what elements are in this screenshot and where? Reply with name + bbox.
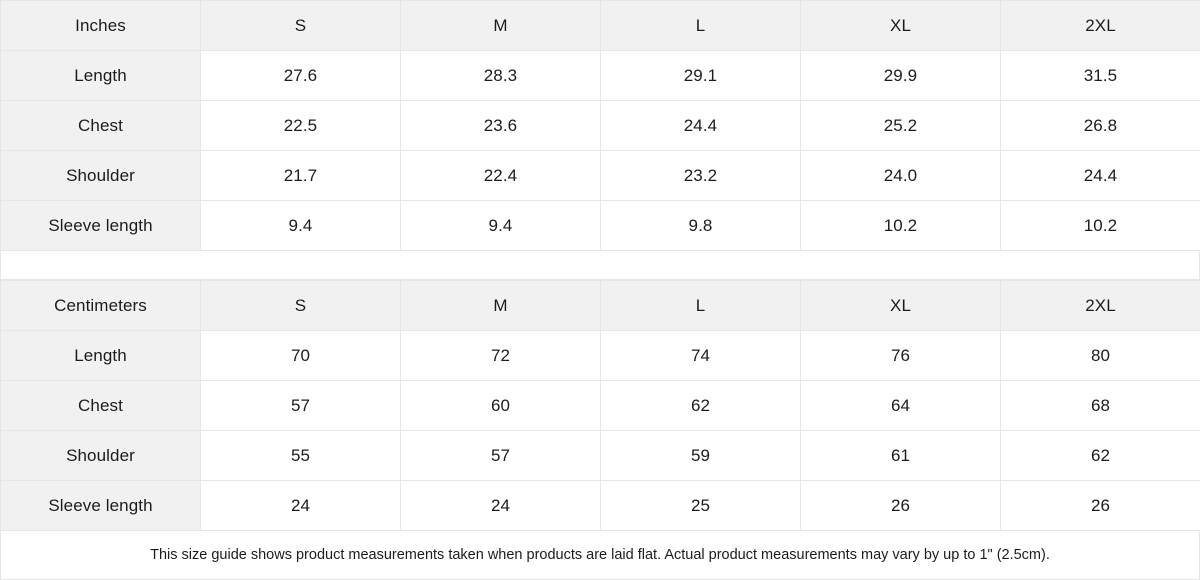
- centimeters-table-body: Length 70 72 74 76 80 Chest 57 60 62 64 …: [0, 330, 1200, 532]
- cell-shoulder-l: 59: [600, 430, 801, 482]
- cell-sleeve-m: 24: [400, 480, 601, 532]
- row-label-shoulder: Shoulder: [0, 150, 201, 201]
- cell-chest-m: 23.6: [400, 100, 601, 151]
- cell-sleeve-2xl: 10.2: [1000, 200, 1200, 251]
- cell-chest-m: 60: [400, 380, 601, 432]
- unit-label-centimeters: Centimeters: [0, 280, 201, 332]
- cell-length-m: 28.3: [400, 50, 601, 101]
- inches-table-body: Length 27.6 28.3 29.1 29.9 31.5 Chest 22…: [0, 50, 1200, 251]
- centimeters-table-head: Centimeters S M L XL 2XL: [0, 280, 1200, 332]
- cell-chest-s: 22.5: [200, 100, 401, 151]
- cell-shoulder-s: 55: [200, 430, 401, 482]
- cell-shoulder-s: 21.7: [200, 150, 401, 201]
- cell-length-xl: 76: [800, 330, 1001, 382]
- cell-length-2xl: 31.5: [1000, 50, 1200, 101]
- table-row: Length 70 72 74 76 80: [0, 330, 1200, 382]
- table-row: Sleeve length 9.4 9.4 9.8 10.2 10.2: [0, 200, 1200, 251]
- table-row: Sleeve length 24 24 25 26 26: [0, 480, 1200, 532]
- size-table-inches: Inches S M L XL 2XL Length 27.6 28.3 29.…: [0, 0, 1200, 251]
- inches-table-head: Inches S M L XL 2XL: [0, 0, 1200, 51]
- cell-shoulder-2xl: 62: [1000, 430, 1200, 482]
- cell-shoulder-xl: 24.0: [800, 150, 1001, 201]
- row-label-length: Length: [0, 50, 201, 101]
- cell-sleeve-m: 9.4: [400, 200, 601, 251]
- cell-sleeve-s: 24: [200, 480, 401, 532]
- size-header-2xl: 2XL: [1000, 0, 1200, 51]
- cell-shoulder-m: 57: [400, 430, 601, 482]
- table-header-row: Centimeters S M L XL 2XL: [0, 280, 1200, 332]
- cell-chest-2xl: 68: [1000, 380, 1200, 432]
- row-label-chest: Chest: [0, 100, 201, 151]
- size-guide-footnote: This size guide shows product measuremen…: [0, 531, 1200, 580]
- table-row: Shoulder 55 57 59 61 62: [0, 430, 1200, 482]
- row-label-shoulder: Shoulder: [0, 430, 201, 482]
- table-row: Shoulder 21.7 22.4 23.2 24.0 24.4: [0, 150, 1200, 201]
- cell-shoulder-l: 23.2: [600, 150, 801, 201]
- size-header-xl: XL: [800, 0, 1001, 51]
- cell-length-l: 74: [600, 330, 801, 382]
- cell-chest-xl: 64: [800, 380, 1001, 432]
- row-label-length: Length: [0, 330, 201, 382]
- size-header-s: S: [200, 0, 401, 51]
- cell-length-2xl: 80: [1000, 330, 1200, 382]
- size-header-m: M: [400, 0, 601, 51]
- row-label-sleeve-length: Sleeve length: [0, 200, 201, 251]
- table-header-row: Inches S M L XL 2XL: [0, 0, 1200, 51]
- row-label-sleeve-length: Sleeve length: [0, 480, 201, 532]
- table-row: Chest 57 60 62 64 68: [0, 380, 1200, 432]
- cell-sleeve-xl: 10.2: [800, 200, 1001, 251]
- row-label-chest: Chest: [0, 380, 201, 432]
- cell-sleeve-2xl: 26: [1000, 480, 1200, 532]
- size-header-l: L: [600, 280, 801, 332]
- unit-label-inches: Inches: [0, 0, 201, 51]
- cell-chest-s: 57: [200, 380, 401, 432]
- cell-length-s: 70: [200, 330, 401, 382]
- cell-length-l: 29.1: [600, 50, 801, 101]
- cell-sleeve-xl: 26: [800, 480, 1001, 532]
- cell-chest-xl: 25.2: [800, 100, 1001, 151]
- cell-sleeve-l: 25: [600, 480, 801, 532]
- cell-shoulder-xl: 61: [800, 430, 1001, 482]
- table-spacer: [0, 251, 1200, 281]
- cell-length-m: 72: [400, 330, 601, 382]
- cell-sleeve-l: 9.8: [600, 200, 801, 251]
- size-header-m: M: [400, 280, 601, 332]
- cell-length-xl: 29.9: [800, 50, 1001, 101]
- cell-chest-l: 24.4: [600, 100, 801, 151]
- cell-shoulder-m: 22.4: [400, 150, 601, 201]
- cell-chest-2xl: 26.8: [1000, 100, 1200, 151]
- size-header-2xl: 2XL: [1000, 280, 1200, 332]
- cell-chest-l: 62: [600, 380, 801, 432]
- cell-length-s: 27.6: [200, 50, 401, 101]
- size-header-l: L: [600, 0, 801, 51]
- size-table-centimeters: Centimeters S M L XL 2XL Length 70 72 74…: [0, 280, 1200, 532]
- table-row: Length 27.6 28.3 29.1 29.9 31.5: [0, 50, 1200, 101]
- size-header-s: S: [200, 280, 401, 332]
- size-header-xl: XL: [800, 280, 1001, 332]
- cell-sleeve-s: 9.4: [200, 200, 401, 251]
- table-row: Chest 22.5 23.6 24.4 25.2 26.8: [0, 100, 1200, 151]
- cell-shoulder-2xl: 24.4: [1000, 150, 1200, 201]
